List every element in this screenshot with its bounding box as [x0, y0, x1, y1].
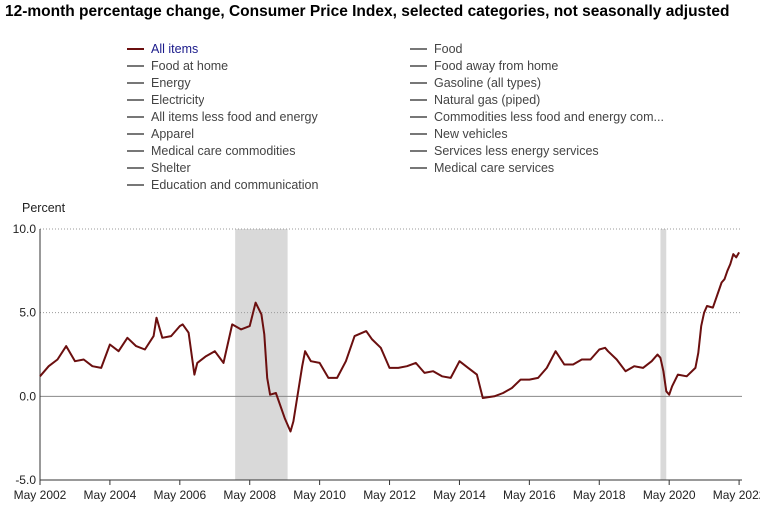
legend-item-services-less-energy-services[interactable]: Services less energy services	[410, 143, 599, 160]
legend-swatch	[127, 150, 144, 153]
x-tick-label: May 2018	[573, 488, 626, 502]
legend-item-energy[interactable]: Energy	[127, 74, 191, 91]
legend-item-all-items-less-food-and-energy[interactable]: All items less food and energy	[127, 108, 318, 125]
x-tick-label: May 2020	[643, 488, 696, 502]
legend-item-electricity[interactable]: Electricity	[127, 91, 204, 108]
y-axis-label: Percent	[22, 201, 66, 215]
legend-item-medical-care-services[interactable]: Medical care services	[410, 160, 554, 177]
legend-swatch	[127, 167, 144, 170]
x-tick-label: May 2014	[433, 488, 486, 502]
x-tick-label: May 2006	[153, 488, 206, 502]
chart-title: 12-month percentage change, Consumer Pri…	[5, 3, 730, 20]
legend-item-gasoline-all-types[interactable]: Gasoline (all types)	[410, 74, 541, 91]
legend-item-shelter[interactable]: Shelter	[127, 160, 191, 177]
legend-swatch	[127, 98, 144, 101]
legend-item-food-at-home[interactable]: Food at home	[127, 57, 228, 74]
legend-item-food[interactable]: Food	[410, 40, 463, 57]
legend-swatch	[410, 115, 427, 118]
x-tick-label: May 2002	[14, 488, 67, 502]
legend-item-medical-care-commodities[interactable]: Medical care commodities	[127, 143, 296, 160]
recession-band	[660, 229, 667, 480]
legend-item-apparel[interactable]: Apparel	[127, 126, 194, 143]
series-line-all-items	[39, 251, 740, 433]
legend-swatch	[410, 81, 427, 84]
legend-swatch	[410, 98, 427, 101]
legend-swatch	[410, 47, 427, 50]
legend-swatch	[410, 167, 427, 170]
legend-item-education-and-communication[interactable]: Education and communication	[127, 177, 318, 194]
legend-swatch	[127, 47, 144, 50]
y-tick-label: 5.0	[19, 306, 36, 320]
y-tick-label: -5.0	[15, 473, 36, 487]
x-tick-label: May 2010	[293, 488, 346, 502]
legend-swatch	[410, 133, 427, 135]
legend-item-food-away-from-home[interactable]: Food away from home	[410, 57, 558, 74]
legend-swatch	[410, 150, 427, 153]
legend-swatch	[127, 64, 144, 67]
legend-item-all-items[interactable]: All items	[127, 40, 198, 57]
legend-swatch	[127, 81, 144, 84]
legend-item-commodities-less-food-and-energy-com[interactable]: Commodities less food and energy com...	[410, 108, 664, 125]
x-tick-label: May 2022	[713, 488, 760, 502]
x-tick-label: May 2004	[84, 488, 137, 502]
legend-swatch	[127, 133, 144, 135]
legend-item-natural-gas-piped[interactable]: Natural gas (piped)	[410, 91, 540, 108]
recession-band	[235, 229, 288, 480]
x-tick-label: May 2008	[223, 488, 276, 502]
x-tick-label: May 2012	[363, 488, 416, 502]
y-tick-label: 10.0	[13, 222, 37, 236]
legend-swatch	[410, 64, 427, 67]
y-tick-label: 0.0	[19, 389, 36, 403]
legend-item-new-vehicles[interactable]: New vehicles	[410, 126, 508, 143]
legend-swatch	[127, 184, 144, 187]
x-tick-label: May 2016	[503, 488, 556, 502]
legend-swatch	[127, 115, 144, 118]
